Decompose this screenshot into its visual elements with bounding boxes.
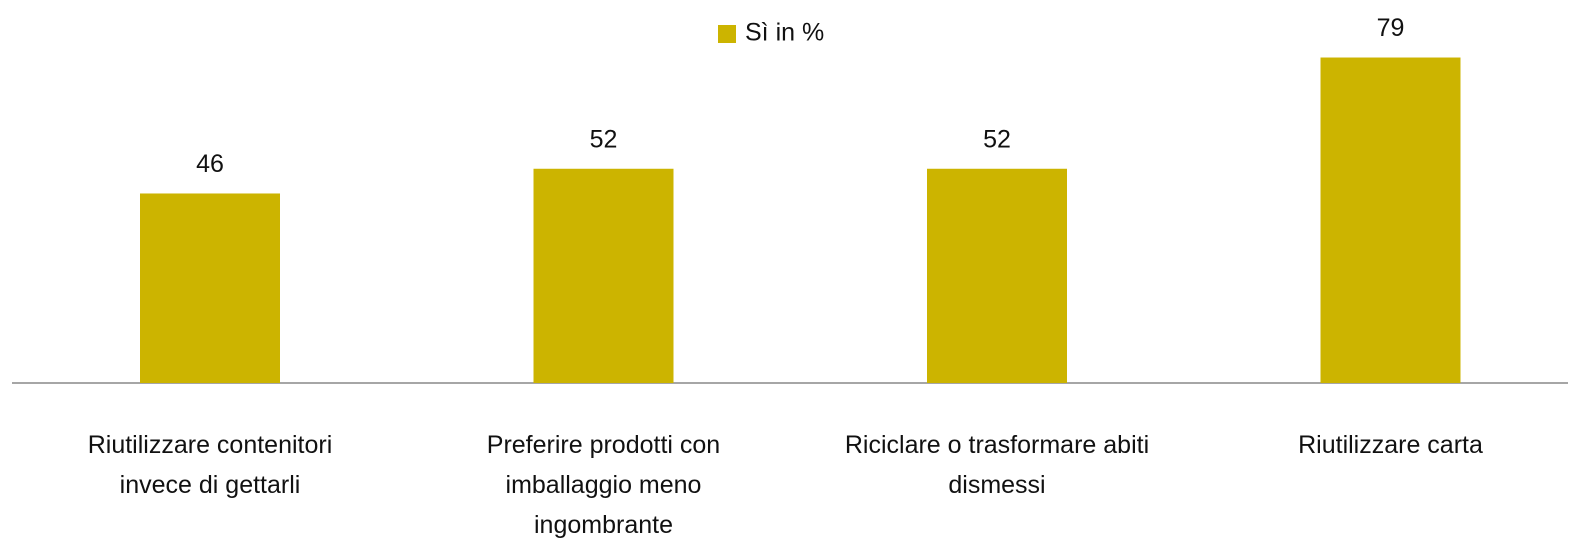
value-label: 52 [983,125,1011,153]
bar [927,168,1067,383]
value-label: 52 [590,125,618,153]
value-label: 46 [196,150,224,178]
x-tick-label: Riciclare o trasformare abiti dismessi [844,431,1150,499]
x-tick-label: Riutilizzare carta [1298,431,1483,459]
x-tick-label: Preferire prodotti con imballaggio meno … [486,431,721,539]
x-tick-label: Riutilizzare contenitori invece di getta… [87,431,333,499]
bar [1320,57,1461,384]
bar [533,168,674,383]
value-label: 79 [1377,14,1405,42]
legend-label: Sì in % [745,19,824,47]
bar [140,193,280,383]
legend-swatch [718,25,736,43]
